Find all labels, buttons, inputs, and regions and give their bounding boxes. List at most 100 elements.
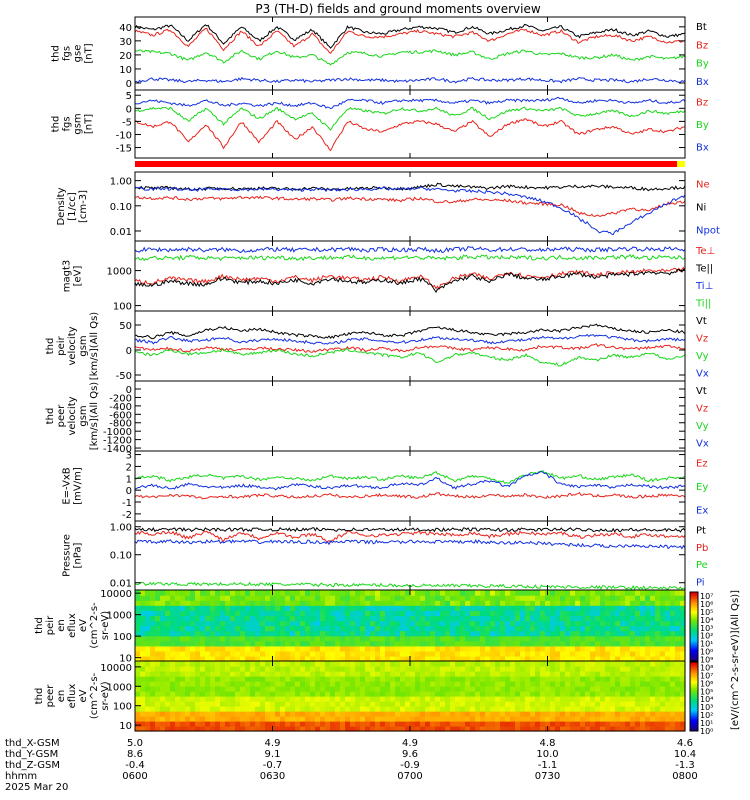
heatmap-cell (585, 666, 591, 672)
heatmap-cell (515, 661, 521, 667)
heatmap-cell (660, 666, 666, 672)
heatmap-cell (435, 630, 441, 637)
heatmap-cell (505, 635, 511, 642)
heatmap-cell (630, 676, 636, 682)
heatmap-cell (415, 671, 421, 677)
heatmap-cell (245, 671, 251, 677)
heatmap-cell (290, 711, 296, 717)
heatmap-cell (420, 726, 426, 732)
heatmap-cell (205, 610, 211, 616)
heatmap-cell (560, 590, 566, 596)
heatmap-cell (475, 625, 481, 632)
heatmap-cell (615, 671, 621, 677)
heatmap-cell (580, 726, 586, 732)
heatmap-cell (240, 640, 246, 647)
heatmap-cell (435, 696, 441, 702)
heatmap-cell (495, 686, 501, 692)
heatmap-cell (395, 666, 401, 672)
heatmap-cell (530, 610, 536, 616)
heatmap-cell (145, 716, 151, 722)
colorbar-cell (690, 630, 698, 633)
heatmap-cell (565, 671, 571, 677)
heatmap-cell (145, 726, 151, 732)
heatmap-cell (160, 706, 166, 712)
heatmap-cell (185, 600, 191, 606)
heatmap-cell (495, 640, 501, 647)
heatmap-cell (170, 666, 176, 672)
heatmap-cell (365, 706, 371, 712)
heatmap-cell (480, 676, 486, 682)
heatmap-cell (400, 721, 406, 727)
heatmap-cell (550, 605, 556, 611)
heatmap-cell (445, 666, 451, 672)
heatmap-cell (260, 655, 266, 662)
heatmap-cell (405, 620, 411, 627)
heatmap-cell (630, 640, 636, 647)
heatmap-cell (220, 630, 226, 637)
heatmap-cell (325, 590, 331, 596)
heatmap-cell (280, 691, 286, 697)
heatmap-cell (540, 661, 546, 667)
heatmap-cell (290, 716, 296, 722)
heatmap-cell (470, 691, 476, 697)
heatmap-cell (450, 640, 456, 647)
heatmap-cell (500, 661, 506, 667)
heatmap-cell (220, 696, 226, 702)
y-tick-label: 100 (113, 632, 132, 643)
heatmap-cell (255, 600, 261, 606)
heatmap-cell (375, 721, 381, 727)
heatmap-cell (390, 615, 396, 622)
heatmap-cell (165, 711, 171, 717)
heatmap-cell (620, 615, 626, 622)
heatmap-cell (500, 655, 506, 662)
heatmap-cell (465, 666, 471, 672)
heatmap-cell (335, 661, 341, 667)
heatmap-cell (575, 666, 581, 672)
heatmap-cell (665, 635, 671, 642)
heatmap-cell (480, 681, 486, 687)
heatmap-cell (435, 650, 441, 657)
heatmap-cell (320, 655, 326, 662)
heatmap-cell (310, 701, 316, 707)
heatmap-cell (640, 625, 646, 632)
heatmap-cell (255, 590, 261, 596)
colorbar-cell (690, 614, 698, 617)
heatmap-cell (185, 681, 191, 687)
legend-Vy: Vy (696, 351, 709, 362)
heatmap-cell (645, 661, 651, 667)
heatmap-cell (160, 655, 166, 662)
heatmap-cell (550, 590, 556, 596)
heatmap-cell (520, 686, 526, 692)
heatmap-cell (625, 600, 631, 606)
heatmap-cell (395, 605, 401, 611)
heatmap-cell (355, 620, 361, 627)
heatmap-cell (405, 671, 411, 677)
heatmap-cell (425, 605, 431, 611)
heatmap-cell (480, 625, 486, 632)
heatmap-cell (450, 635, 456, 642)
heatmap-cell (415, 620, 421, 627)
heatmap-cell (460, 650, 466, 657)
heatmap-cell (545, 600, 551, 606)
heatmap-cell (145, 671, 151, 677)
colorbar-cell (690, 623, 698, 626)
heatmap-cell (420, 696, 426, 702)
heatmap-cell (180, 655, 186, 662)
heatmap-cell (450, 595, 456, 601)
heatmap-cell (400, 590, 406, 596)
heatmap-cell (200, 640, 206, 647)
heatmap-cell (470, 630, 476, 637)
heatmap-cell (240, 701, 246, 707)
heatmap-cell (175, 640, 181, 647)
heatmap-cell (575, 600, 581, 606)
heatmap-cell (170, 706, 176, 712)
heatmap-cell (660, 681, 666, 687)
heatmap-cell (245, 615, 251, 622)
series-line-Bx (134, 96, 686, 110)
heatmap-cell (180, 625, 186, 632)
heatmap-cell (345, 681, 351, 687)
heatmap-cell (635, 706, 641, 712)
heatmap-cell (260, 686, 266, 692)
heatmap-cell (280, 600, 286, 606)
